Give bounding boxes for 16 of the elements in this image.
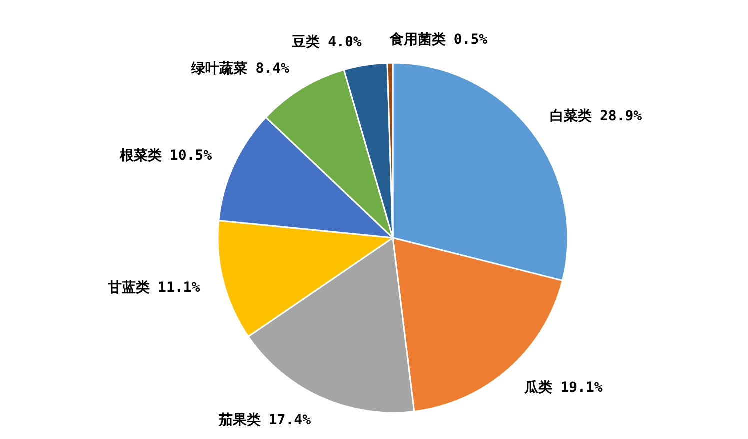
slice-label: 食用菌类 <box>388 32 446 48</box>
data-label: 11.1% <box>158 280 201 296</box>
slice-label: 根菜类 <box>118 148 162 164</box>
slice-label: 茄果类 <box>218 412 261 428</box>
data-label: 17.4% <box>268 412 312 428</box>
slice-label: 瓜类 <box>524 379 553 396</box>
data-label: 8.4% <box>256 61 290 78</box>
data-label: 19.1% <box>560 380 604 396</box>
data-label: 4.0% <box>328 34 362 50</box>
data-label: 0.5% <box>454 32 488 48</box>
data-label: 10.5% <box>170 148 213 164</box>
slice-label: 绿叶蔬菜 <box>190 61 248 78</box>
data-label: 28.9% <box>600 108 643 125</box>
slice-label: 甘蓝类 <box>107 280 150 296</box>
slice-label: 白菜类 <box>550 108 592 125</box>
slice-label: 豆类 <box>291 34 320 50</box>
